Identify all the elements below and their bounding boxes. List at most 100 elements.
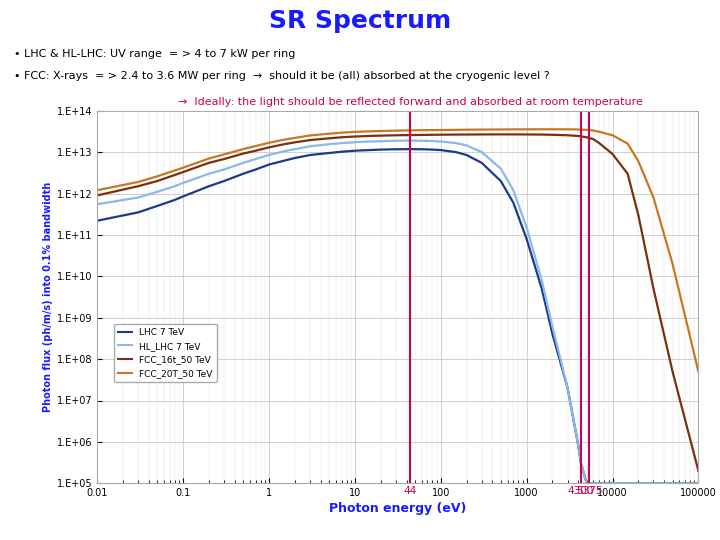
HL_LHC 7 TeV — [153, 188, 161, 195]
HL_LHC 7 TeV — [220, 166, 228, 173]
FCC_16t_50 TeV — [153, 178, 161, 184]
HL_LHC 7 TeV — [325, 141, 333, 147]
HL_LHC 7 TeV — [265, 152, 274, 158]
HL_LHC 7 TeV — [451, 140, 460, 146]
FCC_20T_50 TeV — [537, 126, 546, 132]
FCC_16t_50 TeV — [134, 183, 143, 190]
HL_LHC 7 TeV — [634, 480, 643, 487]
LHC 7 TeV — [509, 199, 518, 206]
FCC_20T_50 TeV — [585, 127, 594, 133]
LHC 7 TeV — [436, 147, 445, 153]
FCC_20T_50 TeV — [428, 127, 437, 133]
HL_LHC 7 TeV — [509, 187, 518, 193]
FCC_20T_50 TeV — [220, 151, 228, 158]
FCC_20T_50 TeV — [179, 165, 187, 171]
FCC_20T_50 TeV — [522, 126, 531, 132]
HL_LHC 7 TeV — [366, 138, 374, 145]
LHC 7 TeV — [134, 209, 143, 215]
LHC 7 TeV — [428, 146, 437, 153]
HL_LHC 7 TeV — [280, 148, 289, 154]
LHC 7 TeV — [537, 286, 546, 292]
FCC_20T_50 TeV — [337, 130, 346, 136]
FCC_16t_50 TeV — [93, 192, 102, 199]
Text: FCC Week 2015, Washington DC, USA,March 23-27, 2015: FCC Week 2015, Washington DC, USA,March … — [211, 505, 509, 515]
FCC_20T_50 TeV — [392, 127, 400, 134]
LHC 7 TeV — [574, 443, 582, 449]
FCC_20T_50 TeV — [134, 179, 143, 185]
Legend: LHC 7 TeV, HL_LHC 7 TeV, FCC_16t_50 TeV, FCC_20T_50 TeV: LHC 7 TeV, HL_LHC 7 TeV, FCC_16t_50 TeV,… — [114, 323, 217, 382]
Text: Vacuum , Surfaces & Coatings Group
Technology Department: Vacuum , Surfaces & Coatings Group Techn… — [68, 505, 235, 526]
FCC_16t_50 TeV — [595, 140, 603, 146]
LHC 7 TeV — [589, 480, 598, 487]
FCC_16t_50 TeV — [392, 132, 400, 138]
FCC_16t_50 TeV — [574, 133, 582, 139]
HL_LHC 7 TeV — [582, 480, 591, 487]
FCC_16t_50 TeV — [563, 132, 572, 138]
Y-axis label: Photon flux (ph/m/s) into 0.1% bandwidth: Photon flux (ph/m/s) into 0.1% bandwidth — [42, 182, 53, 412]
LHC 7 TeV — [337, 148, 346, 155]
FCC_20T_50 TeV — [251, 143, 260, 149]
HL_LHC 7 TeV — [305, 143, 314, 150]
HL_LHC 7 TeV — [337, 140, 346, 146]
LHC 7 TeV — [305, 152, 314, 158]
LHC 7 TeV — [325, 150, 333, 156]
HL_LHC 7 TeV — [668, 480, 677, 487]
FCC_20T_50 TeV — [204, 156, 213, 162]
LHC 7 TeV — [634, 480, 643, 487]
Text: • LHC & HL-LHC: UV range  = > 4 to 7 kW per ring: • LHC & HL-LHC: UV range = > 4 to 7 kW p… — [14, 49, 296, 59]
Text: CERN: CERN — [25, 508, 44, 513]
HL_LHC 7 TeV — [436, 138, 445, 145]
Line: FCC_20T_50 TeV: FCC_20T_50 TeV — [97, 129, 698, 372]
FCC_20T_50 TeV — [634, 158, 643, 165]
FCC_20T_50 TeV — [305, 132, 314, 139]
LHC 7 TeV — [280, 158, 289, 164]
FCC_20T_50 TeV — [668, 261, 677, 267]
FCC_20T_50 TeV — [608, 132, 617, 138]
LHC 7 TeV — [582, 480, 591, 487]
LHC 7 TeV — [694, 480, 703, 487]
HL_LHC 7 TeV — [624, 480, 632, 487]
HL_LHC 7 TeV — [608, 480, 617, 487]
FCC_20T_50 TeV — [366, 128, 374, 134]
LHC 7 TeV — [624, 480, 632, 487]
HL_LHC 7 TeV — [377, 138, 385, 145]
FCC_16t_50 TeV — [585, 135, 594, 141]
HL_LHC 7 TeV — [93, 201, 102, 207]
FCC_16t_50 TeV — [351, 133, 359, 140]
HL_LHC 7 TeV — [574, 443, 582, 449]
Text: 4300: 4300 — [568, 486, 594, 496]
FCC_16t_50 TeV — [577, 133, 585, 140]
HL_LHC 7 TeV — [290, 146, 299, 152]
FCC_20T_50 TeV — [548, 126, 557, 132]
HL_LHC 7 TeV — [694, 480, 703, 487]
FCC_20T_50 TeV — [694, 368, 703, 375]
LHC 7 TeV — [595, 480, 603, 487]
LHC 7 TeV — [351, 147, 359, 154]
LHC 7 TeV — [462, 152, 471, 158]
FCC_16t_50 TeV — [305, 137, 314, 143]
HL_LHC 7 TeV — [134, 194, 143, 201]
FCC_16t_50 TeV — [337, 134, 346, 140]
HL_LHC 7 TeV — [595, 480, 603, 487]
FCC_20T_50 TeV — [451, 126, 460, 133]
FCC_16t_50 TeV — [418, 132, 426, 138]
FCC_20T_50 TeV — [595, 129, 603, 135]
LHC 7 TeV — [392, 146, 400, 152]
LHC 7 TeV — [548, 331, 557, 338]
FCC_20T_50 TeV — [171, 167, 179, 174]
Text: 23: 23 — [679, 507, 698, 522]
Line: LHC 7 TeV: LHC 7 TeV — [97, 149, 698, 483]
FCC_16t_50 TeV — [265, 144, 274, 151]
LHC 7 TeV — [418, 146, 426, 152]
FCC_16t_50 TeV — [668, 368, 677, 375]
FCC_20T_50 TeV — [406, 127, 415, 133]
LHC 7 TeV — [153, 202, 161, 209]
FCC_16t_50 TeV — [634, 212, 643, 218]
FCC_16t_50 TeV — [366, 133, 374, 139]
HL_LHC 7 TeV — [351, 139, 359, 145]
HL_LHC 7 TeV — [477, 149, 486, 156]
HL_LHC 7 TeV — [428, 138, 437, 144]
FCC_20T_50 TeV — [574, 126, 582, 133]
FCC_20T_50 TeV — [418, 127, 426, 133]
LHC 7 TeV — [377, 146, 385, 153]
